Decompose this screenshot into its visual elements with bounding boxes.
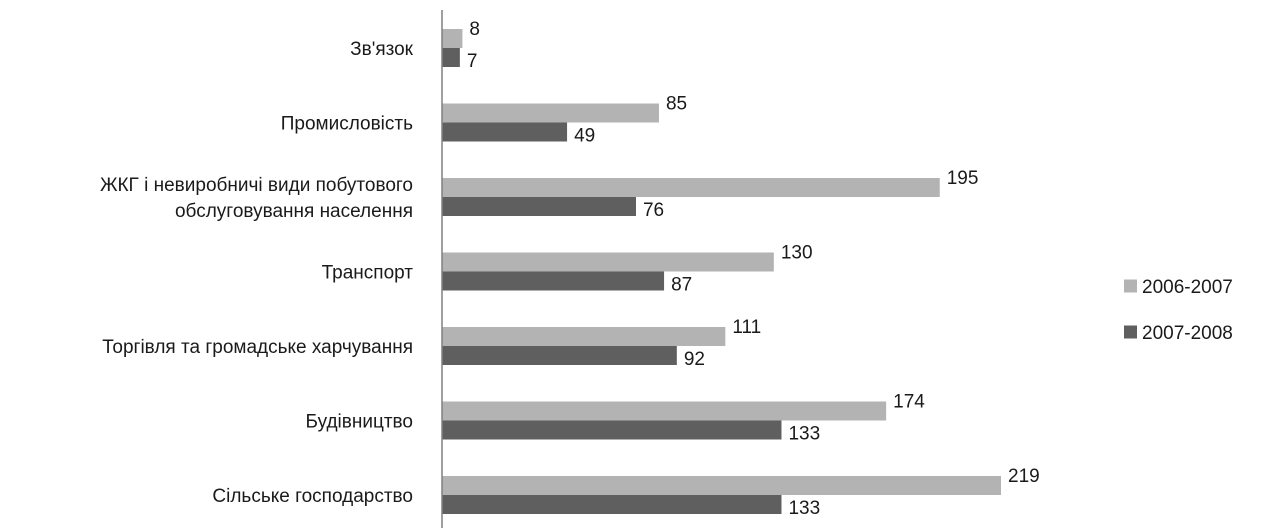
bar-2006-2007-5 (442, 401, 887, 421)
bar-2007-2008-3 (442, 271, 665, 291)
bar-2006-2007-0 (442, 29, 463, 48)
bar-2006-2007-3 (442, 252, 774, 272)
value-label: 8 (469, 19, 480, 40)
value-label: 92 (684, 349, 705, 370)
legend-label: 2007-2008 (1142, 323, 1233, 344)
value-label: 133 (788, 424, 820, 445)
value-label: 130 (781, 243, 813, 264)
bar-2007-2008-5 (442, 420, 782, 440)
category-label: Промисловість (281, 114, 413, 135)
category-label: Торгівля та громадське харчування (102, 337, 413, 358)
category-label: Транспорт (322, 263, 414, 284)
legend-label: 2006-2007 (1142, 277, 1233, 298)
category-label: Будівництво (306, 412, 413, 433)
category-label: Зв'язок (350, 39, 414, 60)
bars-group (442, 29, 1001, 514)
bar-2006-2007-4 (442, 327, 726, 346)
bar-2006-2007-6 (442, 476, 1001, 495)
value-label: 7 (467, 51, 478, 72)
category-labels: Зв'язок Промисловість ЖКГ і невиробничі ви… (100, 39, 414, 507)
value-label: 87 (671, 275, 692, 296)
value-label: 76 (643, 200, 664, 221)
bar-2007-2008-6 (442, 495, 782, 514)
value-label: 49 (574, 126, 595, 147)
bar-2006-2007-2 (442, 178, 940, 197)
category-label: Сільське господарство (212, 486, 413, 507)
bar-2007-2008-1 (442, 122, 568, 142)
bar-2007-2008-2 (442, 197, 636, 216)
legend: 2006-2007 2007-2008 (1124, 277, 1233, 344)
value-label: 219 (1008, 466, 1040, 487)
legend-swatch (1124, 279, 1137, 293)
bar-2007-2008-0 (442, 48, 460, 67)
value-label: 133 (788, 498, 820, 519)
bar-2006-2007-1 (442, 103, 659, 123)
bar-2007-2008-4 (442, 346, 677, 365)
value-label: 85 (666, 94, 687, 115)
value-label: 174 (893, 392, 925, 413)
value-label: 195 (947, 168, 979, 189)
value-label: 111 (732, 317, 761, 338)
legend-swatch (1124, 325, 1137, 339)
category-label: ЖКГ і невиробничі види побутового обслуго… (100, 175, 413, 222)
